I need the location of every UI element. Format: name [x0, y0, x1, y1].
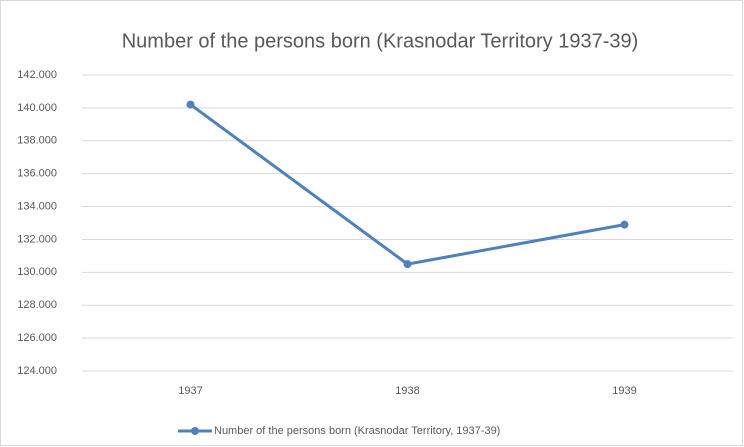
legend-marker [191, 427, 199, 435]
y-tick-label: 136.000 [17, 168, 57, 180]
marker [403, 260, 412, 269]
y-tick-label: 124.000 [17, 365, 57, 377]
y-tick-label: 130.000 [17, 266, 57, 278]
x-tick-label: 1939 [612, 385, 636, 397]
y-tick-label: 138.000 [17, 135, 57, 147]
legend-label: Number of the persons born (Krasnodar Te… [214, 425, 500, 437]
y-tick-label: 132.000 [17, 233, 57, 245]
marker [620, 220, 629, 229]
y-tick-label: 140.000 [17, 102, 57, 114]
x-tick-label: 1938 [395, 385, 419, 397]
y-tick-label: 142.000 [17, 69, 57, 81]
y-tick-label: 126.000 [17, 332, 57, 344]
y-tick-label: 128.000 [17, 299, 57, 311]
chart-title: Number of the persons born (Krasnodar Te… [122, 30, 639, 52]
marker [186, 100, 195, 109]
y-tick-label: 134.000 [17, 200, 57, 212]
x-tick-label: 1937 [178, 385, 202, 397]
